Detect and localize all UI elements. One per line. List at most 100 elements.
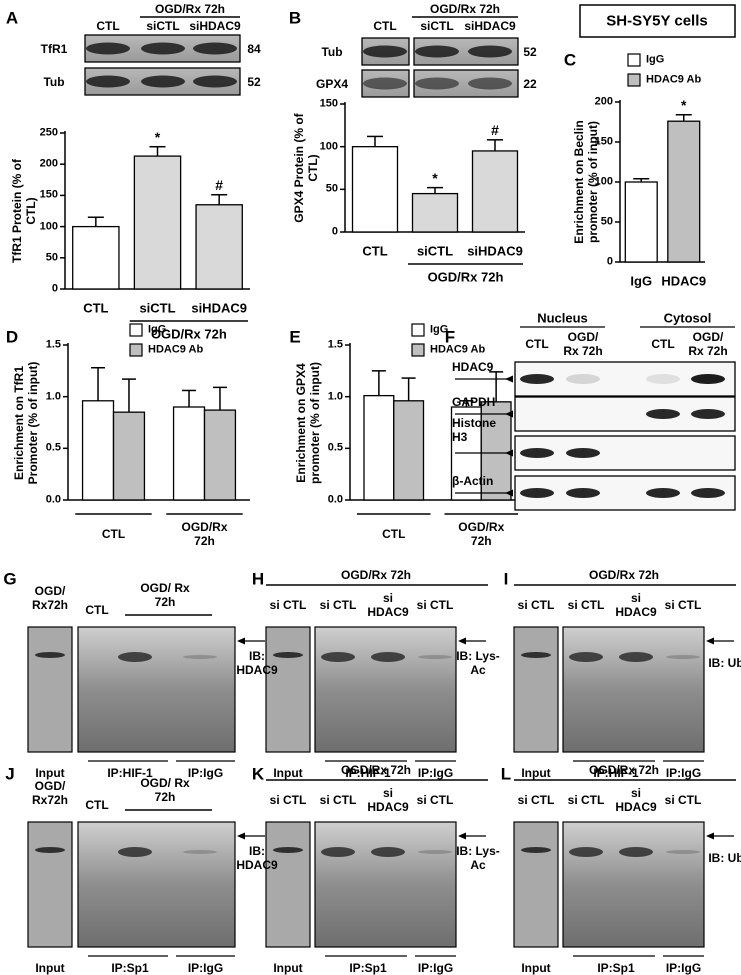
y-tick-label: 1.0	[45, 390, 61, 403]
y-tick-label: 0.0	[45, 493, 61, 506]
input-label: Input	[521, 961, 551, 975]
y-tick-label: 0.5	[327, 441, 343, 454]
blot-group: OGD/ Rx 72h	[140, 776, 190, 804]
arrow-head	[505, 449, 513, 457]
y-tick-label: 1.5	[327, 338, 343, 351]
y-tick-label: 50	[45, 251, 58, 264]
lane-label: OGD/ Rx 72h	[563, 330, 603, 358]
blot-band	[666, 850, 700, 854]
title-box	[579, 4, 736, 38]
bar	[203, 409, 237, 501]
ip-label: IP:IgG	[187, 766, 224, 780]
legend-swatch	[129, 343, 143, 357]
y-tick-label: 250	[39, 126, 58, 139]
blot	[314, 821, 457, 948]
lane-label: CTL	[525, 337, 549, 351]
panel-letter: E	[289, 327, 301, 347]
input-label: Input	[273, 766, 303, 780]
blot	[77, 821, 236, 948]
x-tick-label: siHDAC9	[467, 243, 523, 259]
blot-band	[321, 652, 355, 662]
y-tick-label: 200	[39, 157, 58, 170]
bar	[667, 120, 701, 263]
x-tick-label: siCTL	[416, 243, 454, 259]
panel-letter: G	[3, 569, 17, 589]
lane-label: si CTL	[416, 793, 454, 807]
legend-swatch	[411, 323, 425, 337]
y-axis-label: TfR1 Protein (% of CTL)	[10, 159, 38, 263]
blot-band	[363, 77, 407, 90]
arrow-head	[505, 375, 513, 383]
panel-letter: J	[5, 764, 15, 784]
blot-band	[118, 652, 152, 662]
panel-letter: A	[5, 8, 19, 28]
blot-band	[371, 652, 405, 662]
blot-band	[363, 45, 407, 58]
x-tick-label: HDAC9	[661, 273, 707, 289]
lane-label: OGD/ Rx72h	[31, 779, 69, 807]
significance-mark: #	[491, 121, 499, 138]
legend-label: IgG	[646, 53, 665, 66]
arrow-head	[706, 832, 714, 840]
blot-band	[646, 374, 680, 384]
x-tick-label: CTL	[362, 243, 388, 259]
lane-label: siHDAC9	[464, 19, 516, 33]
ib-label: IB: Ub	[708, 851, 741, 865]
ip-label: IP:Sp1	[111, 961, 149, 975]
blot-band	[418, 850, 452, 854]
blot	[513, 821, 559, 948]
y-tick-label: 100	[319, 140, 338, 153]
arrow-head	[237, 637, 245, 645]
bar	[624, 181, 658, 263]
lane-label: siHDAC9	[189, 19, 241, 33]
lane-label: si CTL	[269, 793, 307, 807]
y-axis-label: Enrichment on TfR1 Promoter (% of input)	[12, 361, 40, 485]
blot-group: OGD/Rx 72h	[340, 763, 412, 777]
arrow-head	[505, 489, 513, 497]
lane-label: CTL	[651, 337, 675, 351]
input-label: Input	[273, 961, 303, 975]
y-tick-label: 50	[325, 182, 338, 195]
panel-letter: I	[503, 569, 509, 589]
panel-letter: L	[500, 764, 512, 784]
y-tick-label: 0.0	[327, 493, 343, 506]
blot	[27, 821, 73, 948]
y-tick-label: 150	[319, 97, 338, 110]
blot-band	[468, 77, 512, 90]
y-tick-label: 0.5	[45, 441, 61, 454]
lane-label: si HDAC9	[615, 786, 657, 814]
lane-label: siCTL	[146, 19, 180, 33]
x-tick-label: CTL	[382, 527, 406, 541]
arrow-head	[706, 637, 714, 645]
y-tick-label: 100	[594, 175, 613, 188]
blot-band	[86, 75, 130, 88]
blot-row-label: TfR1	[40, 41, 68, 56]
x-tick-label: OGD/Rx 72h	[458, 520, 505, 548]
blot-group: OGD/Rx 72h	[588, 568, 660, 582]
x-tick-label: siCTL	[139, 300, 176, 316]
ib-label: IB: Lys-Ac	[456, 844, 500, 872]
ip-label: IP:IgG	[417, 766, 454, 780]
bar	[393, 400, 425, 501]
blot-group: OGD/Rx 72h	[429, 2, 501, 16]
blot-band	[619, 847, 653, 857]
legend-swatch	[411, 343, 425, 357]
bar	[195, 204, 243, 290]
lane-label: si CTL	[567, 598, 605, 612]
ib-label: IB: Lys-Ac	[456, 649, 500, 677]
y-tick-label: 50	[600, 215, 613, 228]
blot	[77, 626, 236, 753]
blot-band	[321, 847, 355, 857]
blot-band	[86, 42, 130, 55]
y-tick-label: 100	[39, 220, 58, 233]
blot	[265, 821, 311, 948]
ip-label: IP:IgG	[665, 961, 702, 975]
significance-mark: *	[154, 128, 161, 145]
y-tick-label: 0	[606, 255, 613, 268]
blot-band	[520, 488, 554, 498]
lane-label: si CTL	[567, 793, 605, 807]
blot	[513, 626, 559, 753]
y-tick-label: 150	[39, 188, 58, 201]
lane-label: siCTL	[420, 19, 454, 33]
